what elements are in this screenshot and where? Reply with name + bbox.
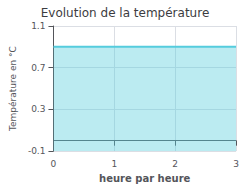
svg-text:1.1: 1.1 bbox=[31, 21, 45, 31]
svg-text:2: 2 bbox=[172, 159, 178, 169]
svg-text:-0.1: -0.1 bbox=[28, 146, 46, 156]
svg-text:Température en °C: Température en °C bbox=[8, 46, 18, 132]
svg-text:1: 1 bbox=[111, 159, 117, 169]
svg-text:0: 0 bbox=[51, 159, 57, 169]
svg-text:3: 3 bbox=[233, 159, 239, 169]
svg-text:0.3: 0.3 bbox=[31, 104, 45, 114]
svg-text:Evolution de la température: Evolution de la température bbox=[41, 6, 210, 20]
svg-text:heure par heure: heure par heure bbox=[99, 173, 190, 184]
svg-text:0.7: 0.7 bbox=[31, 63, 45, 73]
